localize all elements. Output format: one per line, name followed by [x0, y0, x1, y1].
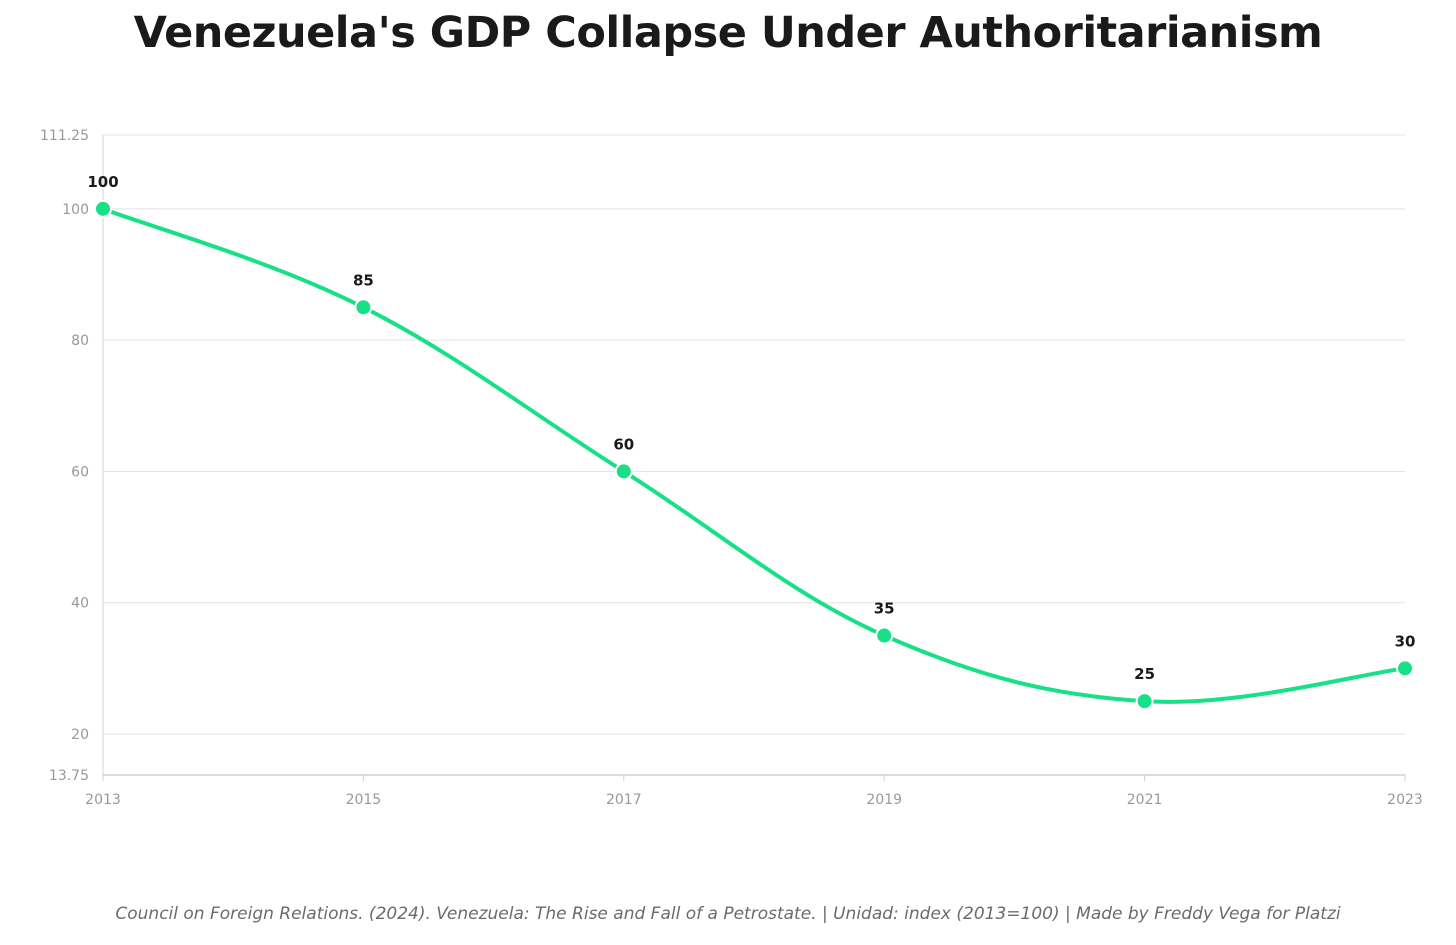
chart-source-note: Council on Foreign Relations. (2024). Ve…: [115, 904, 1341, 924]
data-label: 35: [874, 600, 895, 618]
data-point: [354, 298, 373, 317]
data-point: [1396, 659, 1414, 678]
data-label: 100: [87, 173, 118, 191]
y-tick-label: 60: [71, 464, 89, 480]
data-label: 30: [1395, 632, 1416, 650]
chart-title: Venezuela's GDP Collapse Under Authorita…: [133, 8, 1323, 58]
y-tick-label: 13.75: [49, 768, 89, 784]
y-tick-label: 100: [62, 202, 89, 218]
data-point: [875, 626, 894, 645]
data-point: [94, 199, 112, 218]
data-label: 25: [1134, 665, 1155, 683]
y-tick-label: 40: [71, 596, 89, 612]
y-tick-label: 80: [71, 333, 89, 349]
x-tick-label: 2013: [85, 792, 121, 808]
y-tick-label: 20: [71, 727, 89, 743]
data-point: [1135, 692, 1154, 711]
series-line: [102, 206, 1406, 704]
x-tick-label: 2019: [866, 792, 902, 808]
x-tick-label: 2017: [606, 792, 642, 808]
y-tick-label: 111.25: [40, 128, 89, 144]
data-point: [614, 462, 633, 481]
x-tick-label: 2015: [346, 792, 382, 808]
data-label: 60: [613, 435, 634, 453]
x-tick-label: 2021: [1127, 792, 1163, 808]
x-tick-label: 2023: [1387, 792, 1423, 808]
data-label: 85: [353, 271, 374, 289]
